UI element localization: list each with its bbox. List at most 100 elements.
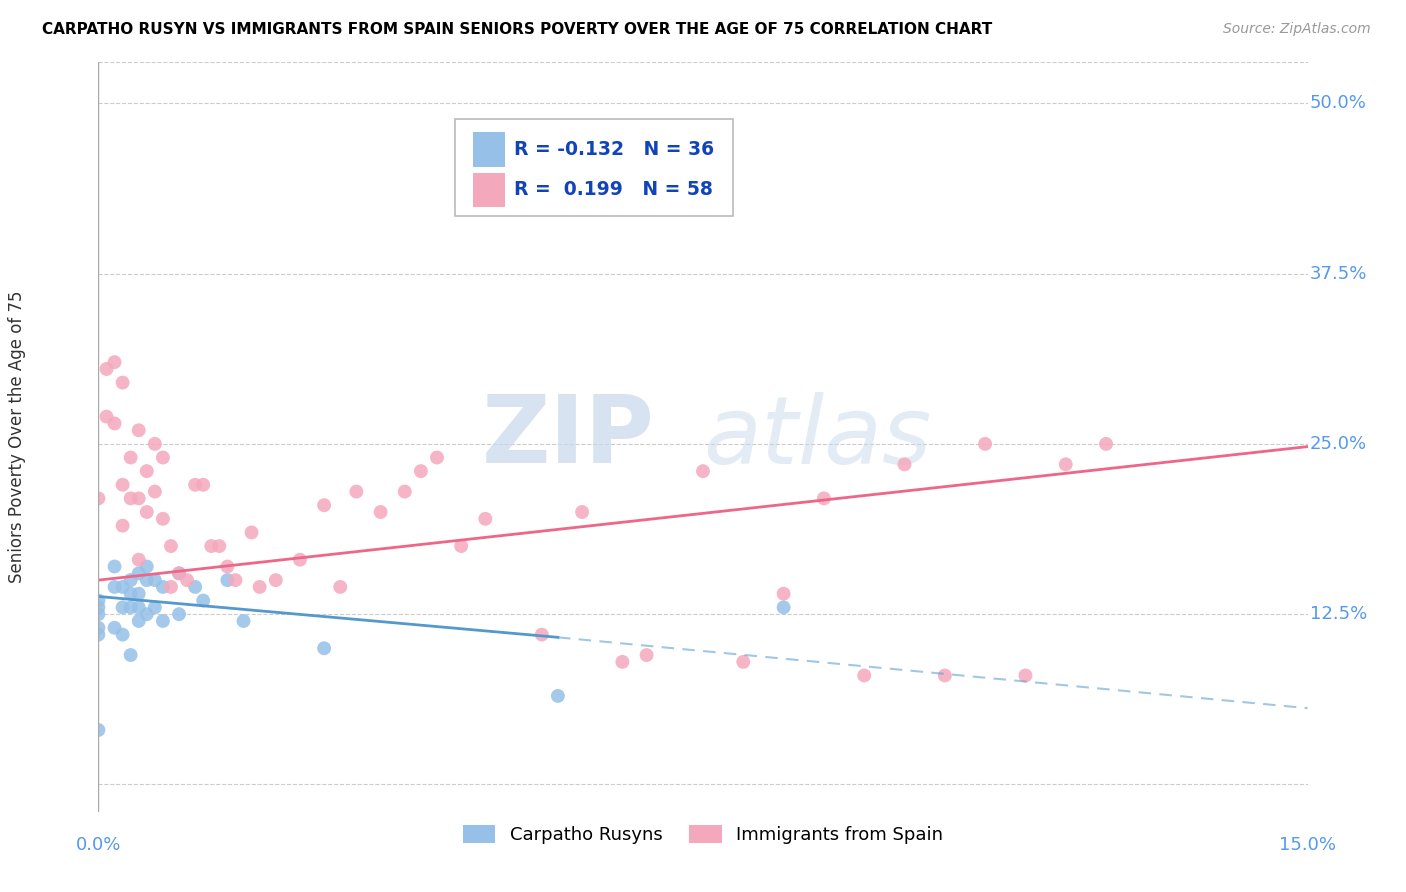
Point	[547, 689, 569, 703]
Point	[394, 484, 416, 499]
Point	[87, 607, 110, 622]
Point	[491, 192, 513, 206]
Point	[314, 498, 336, 512]
Point	[128, 566, 150, 581]
Point	[135, 559, 157, 574]
Point	[103, 355, 125, 369]
Point	[111, 477, 134, 491]
Point	[772, 600, 794, 615]
Point	[120, 648, 142, 662]
Point	[692, 464, 714, 478]
Point	[111, 600, 134, 615]
Point	[103, 417, 125, 431]
Point	[232, 614, 254, 628]
Point	[103, 621, 125, 635]
Point	[217, 559, 239, 574]
Text: R =  0.199   N = 58: R = 0.199 N = 58	[515, 180, 713, 199]
Point	[128, 614, 150, 628]
FancyBboxPatch shape	[474, 172, 505, 207]
Point	[813, 491, 835, 506]
Point	[370, 505, 392, 519]
Point	[636, 648, 658, 662]
Point	[128, 600, 150, 615]
Point	[974, 437, 997, 451]
Point	[160, 539, 183, 553]
Point	[152, 614, 174, 628]
Point	[103, 559, 125, 574]
Point	[893, 458, 915, 472]
Point	[128, 423, 150, 437]
Point	[96, 409, 118, 424]
Point	[120, 491, 142, 506]
Text: 12.5%: 12.5%	[1310, 605, 1367, 624]
Point	[184, 580, 207, 594]
Point	[111, 376, 134, 390]
Point	[120, 573, 142, 587]
Point	[143, 484, 166, 499]
Point	[87, 621, 110, 635]
Text: 50.0%: 50.0%	[1310, 95, 1367, 112]
Point	[344, 484, 367, 499]
Point	[128, 491, 150, 506]
Point	[152, 450, 174, 465]
Point	[87, 593, 110, 607]
Point	[111, 627, 134, 641]
Point	[167, 566, 190, 581]
Text: atlas: atlas	[703, 392, 931, 483]
Text: Seniors Poverty Over the Age of 75: Seniors Poverty Over the Age of 75	[8, 291, 25, 583]
Point	[409, 464, 432, 478]
Point	[143, 573, 166, 587]
Point	[200, 539, 222, 553]
Legend: Carpatho Rusyns, Immigrants from Spain: Carpatho Rusyns, Immigrants from Spain	[456, 818, 950, 851]
Point	[772, 587, 794, 601]
Point	[193, 593, 215, 607]
Point	[1014, 668, 1036, 682]
Point	[184, 477, 207, 491]
Point	[152, 512, 174, 526]
Point	[853, 668, 876, 682]
Point	[135, 573, 157, 587]
Point	[160, 580, 183, 594]
Point	[135, 607, 157, 622]
Point	[143, 600, 166, 615]
Point	[111, 518, 134, 533]
Point	[120, 450, 142, 465]
Point	[612, 655, 634, 669]
Point	[1095, 437, 1118, 451]
Point	[167, 607, 190, 622]
Point	[208, 539, 231, 553]
Point	[733, 655, 755, 669]
Point	[128, 552, 150, 566]
Point	[135, 505, 157, 519]
Point	[329, 580, 352, 594]
Text: 0.0%: 0.0%	[76, 836, 121, 855]
Point	[934, 668, 956, 682]
Point	[120, 600, 142, 615]
Point	[224, 573, 246, 587]
Point	[128, 587, 150, 601]
Point	[120, 587, 142, 601]
Text: 15.0%: 15.0%	[1279, 836, 1336, 855]
Point	[288, 552, 311, 566]
Point	[450, 539, 472, 553]
FancyBboxPatch shape	[456, 119, 734, 216]
Point	[143, 437, 166, 451]
Point	[426, 450, 449, 465]
Text: CARPATHO RUSYN VS IMMIGRANTS FROM SPAIN SENIORS POVERTY OVER THE AGE OF 75 CORRE: CARPATHO RUSYN VS IMMIGRANTS FROM SPAIN …	[42, 22, 993, 37]
Point	[87, 491, 110, 506]
Point	[530, 627, 553, 641]
Point	[152, 580, 174, 594]
Point	[474, 512, 496, 526]
Text: 25.0%: 25.0%	[1310, 435, 1367, 453]
Point	[1054, 458, 1077, 472]
Text: ZIP: ZIP	[482, 391, 655, 483]
Point	[167, 566, 190, 581]
Text: 37.5%: 37.5%	[1310, 265, 1368, 283]
Point	[87, 600, 110, 615]
Text: R = -0.132   N = 36: R = -0.132 N = 36	[515, 140, 714, 159]
Point	[103, 580, 125, 594]
Point	[111, 580, 134, 594]
Point	[217, 573, 239, 587]
Text: Source: ZipAtlas.com: Source: ZipAtlas.com	[1223, 22, 1371, 37]
Point	[96, 362, 118, 376]
